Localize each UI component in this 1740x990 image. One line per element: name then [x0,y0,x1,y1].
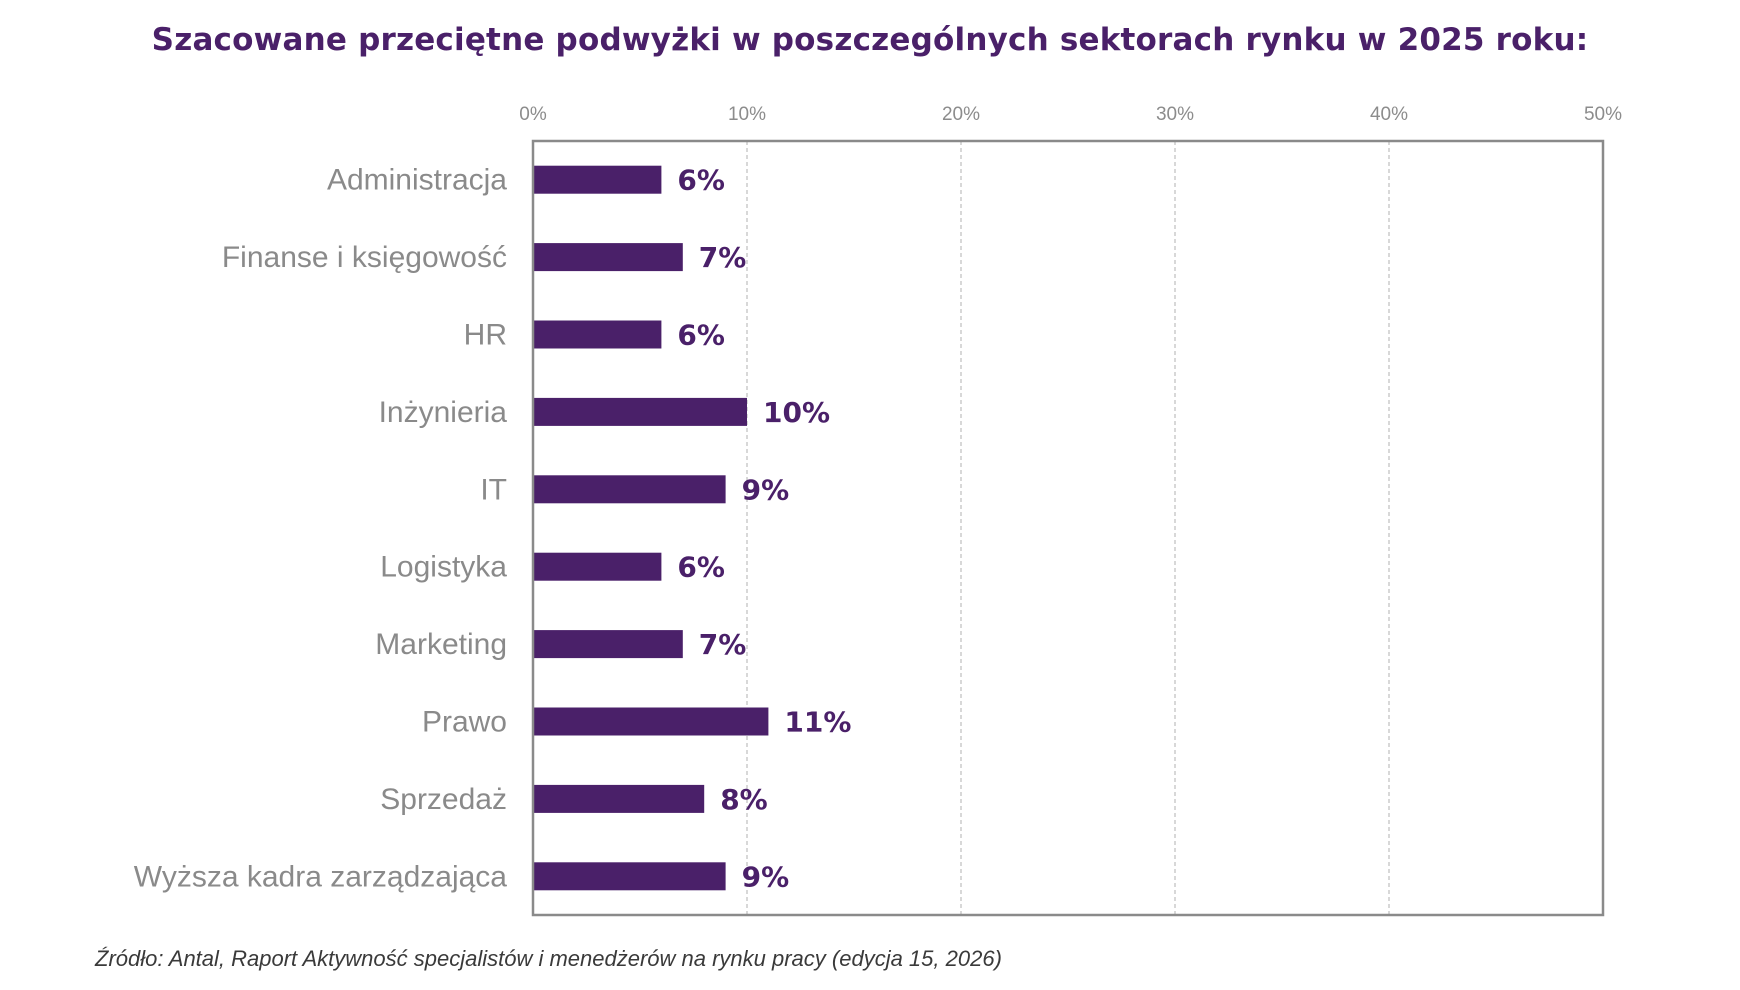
category-labels: Administracja Finanse i księgowość HR Inżyn… [134,164,508,894]
bar-2 [533,320,662,349]
x-axis-ticks: 0% 10% 20% 30% 40% 50% [519,104,1622,125]
value-labels: 6% 7% 6% 10% 9% 6% 7% 11% 8% 9% [677,164,851,894]
value-label: 11% [784,706,851,739]
grid-lines [746,141,1390,915]
category-label: Wyższa kadra zarządzająca [134,860,508,893]
category-label: Sprzedaż [380,783,507,816]
category-label: HR [464,319,507,352]
x-tick-label: 30% [1156,104,1194,125]
bar-7 [533,707,769,736]
bars [533,165,769,891]
bar-3 [533,397,747,426]
bar-9 [533,862,726,891]
value-label: 7% [699,628,747,661]
bar-8 [533,784,705,813]
category-label: Administracja [327,164,507,197]
value-label: 6% [677,319,725,352]
category-label: Prawo [422,706,507,739]
value-label: 9% [742,473,790,506]
category-label: Finanse i księgowość [222,241,507,274]
value-label: 10% [763,396,830,429]
category-label: Inżynieria [379,396,508,429]
bar-0 [533,165,662,194]
value-label: 8% [720,783,768,816]
plot-frame [531,139,1605,917]
bar-5 [533,552,662,581]
value-label: 7% [699,241,747,274]
x-tick-label: 0% [519,104,547,125]
category-label: Logistyka [380,551,507,584]
x-tick-label: 40% [1370,104,1408,125]
bar-4 [533,475,726,504]
category-label: IT [480,473,507,506]
value-label: 9% [742,860,790,893]
x-tick-label: 10% [728,104,766,125]
source-note: Źródło: Antal, Raport Aktywność specjali… [95,946,1002,971]
x-tick-label: 20% [942,104,980,125]
category-label: Marketing [375,628,507,661]
x-tick-label: 50% [1584,104,1622,125]
bar-6 [533,630,683,659]
value-label: 6% [677,551,725,584]
bar-1 [533,243,683,272]
chart-title: Szacowane przeciętne podwyżki w poszczeg… [151,22,1589,58]
value-label: 6% [677,164,725,197]
